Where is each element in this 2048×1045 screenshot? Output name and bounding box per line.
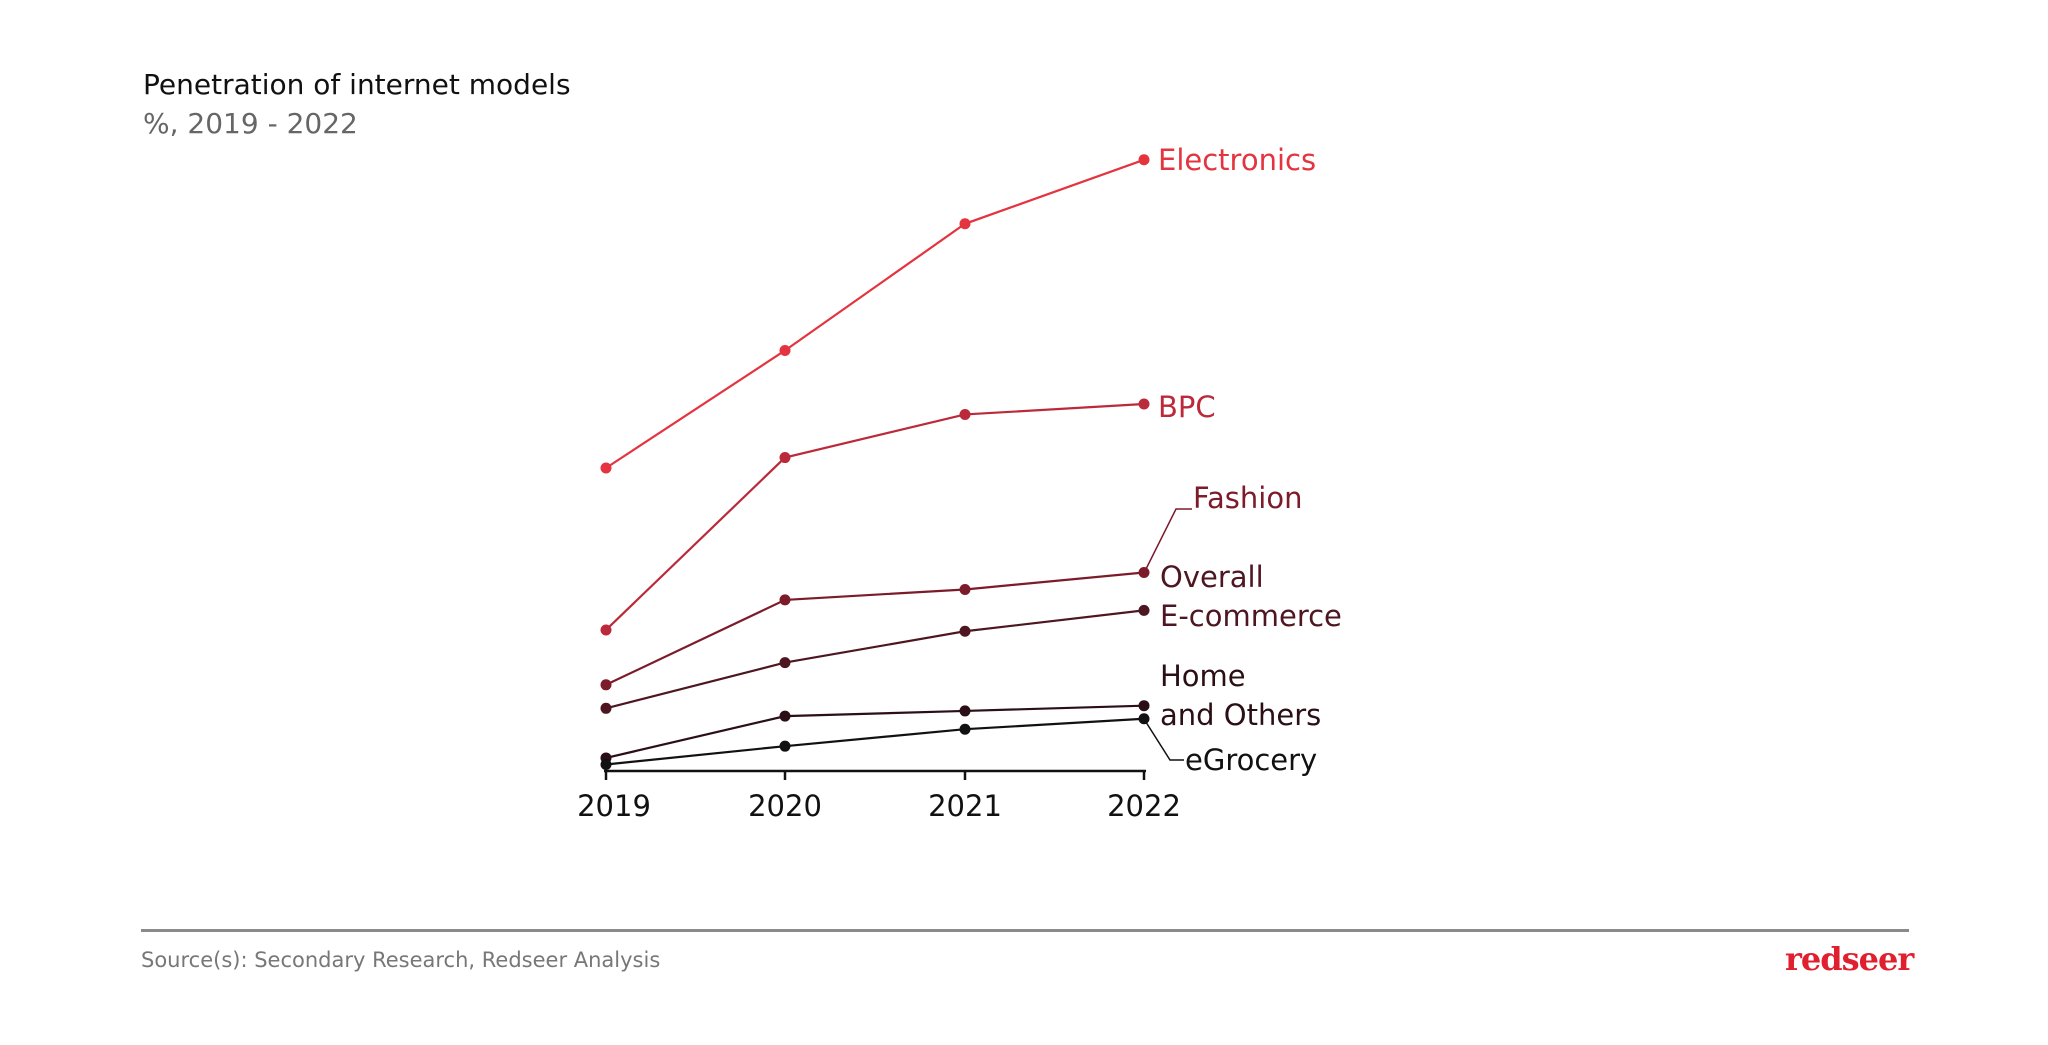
data-point-bpc	[779, 452, 791, 464]
data-point-bpc	[1138, 398, 1150, 410]
redseer-logo: redseer	[1785, 940, 1914, 978]
data-point-overall-e-commerce	[779, 657, 791, 669]
data-point-electronics	[959, 218, 971, 230]
data-point-electronics	[1138, 154, 1150, 166]
series-label-electronics: Electronics	[1158, 143, 1316, 177]
data-point-home-and-others	[1138, 700, 1150, 712]
series-label-home-and-others: and Others	[1160, 698, 1321, 732]
series-label-bpc: BPC	[1158, 390, 1216, 424]
series-label-overall-e-commerce: E-commerce	[1160, 599, 1342, 633]
series-line-electronics	[605, 158, 1145, 469]
data-point-fashion	[959, 583, 971, 595]
data-point-egrocery	[600, 758, 612, 770]
data-point-egrocery	[959, 723, 971, 735]
data-point-bpc	[600, 624, 612, 636]
x-tick-label: 2021	[928, 789, 1002, 823]
series-label-fashion: Fashion	[1193, 481, 1302, 515]
data-point-overall-e-commerce	[600, 702, 612, 714]
data-point-fashion	[779, 594, 791, 606]
data-point-home-and-others	[959, 705, 971, 717]
series-line-bpc	[605, 402, 1145, 631]
footer-divider	[141, 929, 1909, 932]
data-point-home-and-others	[779, 710, 791, 722]
data-point-egrocery	[779, 740, 791, 752]
data-point-fashion	[600, 679, 612, 691]
series-line-fashion	[605, 571, 1145, 686]
data-point-electronics	[600, 462, 612, 474]
chart-title: Penetration of internet models	[143, 68, 571, 101]
series-label-overall-e-commerce: Overall	[1160, 560, 1264, 594]
series-label-home-and-others: Home	[1160, 659, 1246, 693]
data-point-overall-e-commerce	[959, 625, 971, 637]
x-tick-label: 2022	[1107, 789, 1181, 823]
label-leader-egrocery	[1143, 718, 1184, 761]
chart-subtitle: %, 2019 - 2022	[143, 107, 358, 140]
series-line-egrocery	[605, 717, 1145, 766]
source-note: Source(s): Secondary Research, Redseer A…	[141, 948, 661, 972]
x-tick-label: 2019	[577, 789, 651, 823]
series-line-home-and-others	[605, 704, 1145, 760]
data-point-egrocery	[1138, 713, 1150, 725]
series-label-egrocery: eGrocery	[1185, 743, 1317, 777]
x-tick-label: 2020	[748, 789, 822, 823]
data-point-electronics	[779, 344, 791, 356]
data-point-bpc	[959, 408, 971, 420]
label-leader-fashion	[1143, 508, 1192, 574]
data-point-overall-e-commerce	[1138, 604, 1150, 616]
series-line-overall-e-commerce	[605, 609, 1145, 710]
